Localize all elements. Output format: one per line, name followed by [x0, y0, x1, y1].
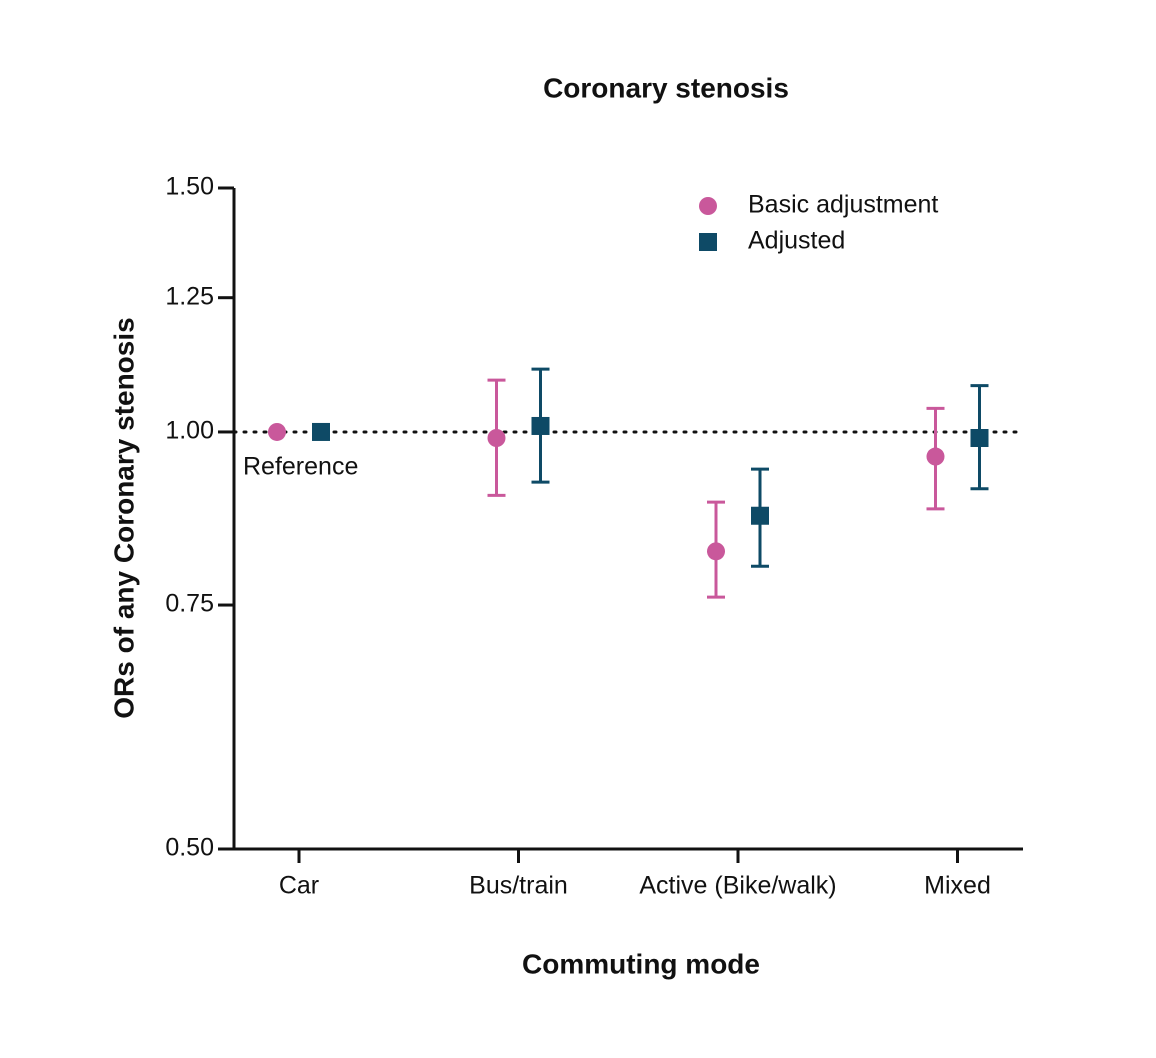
- point: [487, 429, 506, 448]
- point: [926, 447, 945, 466]
- legend-label: Adjusted: [748, 227, 845, 255]
- legend-marker: [699, 233, 717, 251]
- y-tick-label: 0.75: [165, 590, 214, 618]
- x-tick-label: Car: [279, 872, 319, 900]
- annotation: Reference: [243, 453, 358, 481]
- point: [751, 506, 769, 525]
- point: [312, 422, 330, 441]
- point: [707, 542, 725, 561]
- point: [970, 429, 989, 448]
- x-tick-label: Mixed: [924, 872, 991, 900]
- chart-title: Coronary stenosis: [543, 72, 789, 103]
- x-tick-label: Active (Bike/walk): [639, 872, 836, 900]
- y-axis-label: ORs of any Coronary stenosis: [108, 317, 139, 718]
- y-tick-label: 1.25: [165, 282, 214, 310]
- x-axis-label: Commuting mode: [522, 948, 760, 979]
- y-tick-label: 1.00: [165, 417, 214, 445]
- point: [268, 422, 286, 441]
- y-tick-label: 0.50: [165, 834, 214, 862]
- x-tick-label: Bus/train: [469, 872, 568, 900]
- y-tick-label: 1.50: [165, 173, 214, 201]
- legend-label: Basic adjustment: [748, 191, 938, 219]
- point: [531, 416, 550, 435]
- legend-marker: [699, 197, 717, 215]
